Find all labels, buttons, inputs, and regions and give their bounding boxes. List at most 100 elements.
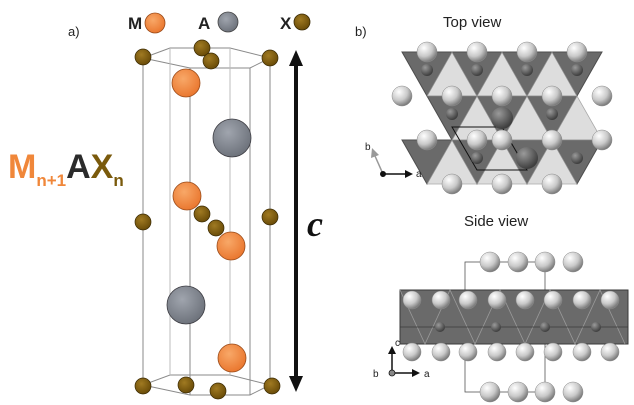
- top-view-atom: [416, 41, 438, 63]
- side-view-atom: [540, 322, 550, 332]
- top-view-atom: [466, 129, 488, 151]
- a-atom: [166, 285, 206, 325]
- top-view-atom: [541, 173, 563, 195]
- x-atom: [134, 377, 152, 395]
- side-view-atom: [562, 251, 584, 273]
- side-view-atom: [515, 342, 535, 362]
- top-view-axes: b a: [365, 142, 422, 180]
- top-view-atom: [571, 152, 583, 164]
- formula-x-subscript: n: [113, 171, 123, 190]
- side-view-atom: [435, 322, 445, 332]
- a-atoms: [166, 118, 252, 325]
- m-atoms: [171, 68, 247, 373]
- top-view-atom: [441, 85, 463, 107]
- top-view-atom: [516, 41, 538, 63]
- side-view-atom: [431, 342, 451, 362]
- x-atom: [177, 376, 195, 394]
- top-view-title: Top view: [443, 14, 502, 31]
- side-view-atom: [543, 342, 563, 362]
- x-atom: [134, 48, 152, 66]
- top-view-atom: [471, 152, 483, 164]
- side-axis-c-label: c: [395, 338, 400, 349]
- top-view-atom: [466, 41, 488, 63]
- side-view-atom: [491, 322, 501, 332]
- side-view-atom: [534, 381, 556, 403]
- c-axis-label: c: [307, 204, 323, 244]
- side-view-atom: [591, 322, 601, 332]
- side-view-axes: c b a: [373, 338, 430, 380]
- panel-a: a) M A X Mn+1AXn: [8, 11, 323, 400]
- side-view-atom: [515, 290, 535, 310]
- side-view-atom: [479, 251, 501, 273]
- side-axis-a-label: a: [424, 369, 430, 380]
- side-view-atom: [507, 381, 529, 403]
- top-view-atom: [591, 85, 613, 107]
- x-atom: [261, 208, 279, 226]
- top-view-atom: [491, 129, 513, 151]
- x-atom: [193, 39, 211, 57]
- side-view-atom: [572, 290, 592, 310]
- side-view-atom: [431, 290, 451, 310]
- top-view-atom: [566, 41, 588, 63]
- x-atom: [261, 49, 279, 67]
- side-view-atom: [487, 342, 507, 362]
- top-view-atom: [491, 107, 513, 129]
- formula-a: A: [66, 148, 91, 186]
- panel-b: b) Top view: [355, 14, 629, 403]
- unit-cell-frame: [142, 47, 272, 396]
- side-view-atom: [479, 381, 501, 403]
- top-view-atom: [491, 85, 513, 107]
- side-view-atom: [487, 290, 507, 310]
- legend-m-sphere: [144, 12, 166, 34]
- side-view-atom: [600, 342, 620, 362]
- legend-m-symbol: M: [128, 14, 142, 33]
- top-view-atom: [591, 129, 613, 151]
- top-view-atom: [541, 85, 563, 107]
- side-view-atom: [562, 381, 584, 403]
- legend-x-sphere: [293, 13, 311, 31]
- c-axis-arrow: c: [289, 50, 323, 392]
- formula-x: X: [91, 148, 114, 186]
- legend-a-sphere: [217, 11, 239, 33]
- top-view-atom: [446, 108, 458, 120]
- side-view-title: Side view: [464, 213, 528, 230]
- x-atom: [134, 213, 152, 231]
- side-axis-b-label: b: [373, 369, 379, 380]
- side-view-atom: [534, 251, 556, 273]
- m-atom: [172, 181, 202, 211]
- top-axis-b-label: b: [365, 142, 371, 153]
- x-atom: [202, 52, 220, 70]
- m-atom: [217, 343, 247, 373]
- top-view-atom: [421, 64, 433, 76]
- panel-b-label: b): [355, 24, 367, 39]
- top-view-atom: [521, 64, 533, 76]
- x-atom: [263, 377, 281, 395]
- side-view-atom: [543, 290, 563, 310]
- side-view-atom: [600, 290, 620, 310]
- top-view-atom: [571, 64, 583, 76]
- m-atom: [216, 231, 246, 261]
- m-atom: [171, 68, 201, 98]
- legend-a-symbol: A: [198, 14, 210, 33]
- top-view-atom: [546, 108, 558, 120]
- top-view-atom: [471, 64, 483, 76]
- side-view-atom: [458, 342, 478, 362]
- top-view-structure: [391, 41, 613, 195]
- a-atom: [212, 118, 252, 158]
- side-view-atom: [402, 290, 422, 310]
- top-view-atom: [541, 129, 563, 151]
- side-view-atom: [402, 342, 422, 362]
- x-atom: [207, 219, 225, 237]
- top-axis-a-label: a: [416, 169, 422, 180]
- side-view-structure: [399, 251, 629, 403]
- side-view-atom: [507, 251, 529, 273]
- top-view-atom: [441, 173, 463, 195]
- x-atom: [193, 205, 211, 223]
- top-view-atom: [416, 129, 438, 151]
- formula-m: M: [8, 148, 36, 186]
- formula-label: Mn+1AXn: [8, 148, 124, 190]
- side-view-atom: [572, 342, 592, 362]
- x-atom: [209, 382, 227, 400]
- legend-x-symbol: X: [280, 14, 292, 33]
